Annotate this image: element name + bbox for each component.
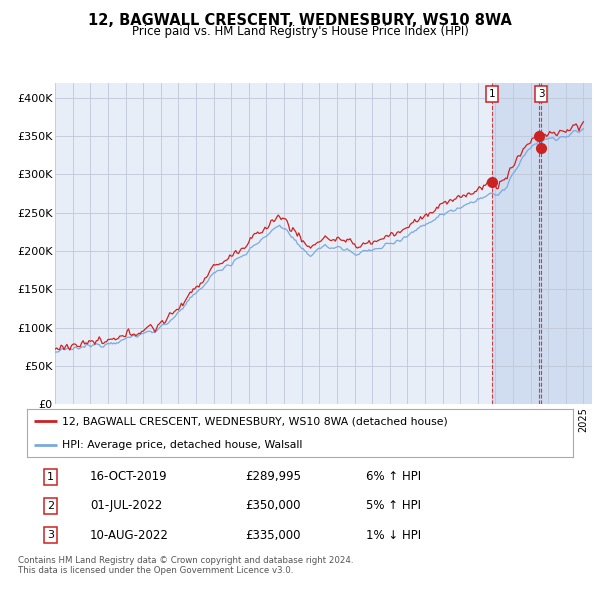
Text: 01-JUL-2022: 01-JUL-2022 bbox=[90, 499, 162, 513]
Bar bbox=[491, 83, 592, 404]
Text: £289,995: £289,995 bbox=[245, 470, 301, 483]
Text: HPI: Average price, detached house, Walsall: HPI: Average price, detached house, Wals… bbox=[62, 440, 303, 450]
Text: 12, BAGWALL CRESCENT, WEDNESBURY, WS10 8WA (detached house): 12, BAGWALL CRESCENT, WEDNESBURY, WS10 8… bbox=[62, 417, 448, 427]
Text: 3: 3 bbox=[47, 530, 54, 540]
Text: 1: 1 bbox=[488, 89, 495, 99]
Text: 1: 1 bbox=[47, 471, 54, 481]
Text: £335,000: £335,000 bbox=[245, 529, 301, 542]
Text: 2: 2 bbox=[47, 501, 54, 511]
Text: 3: 3 bbox=[538, 89, 545, 99]
Text: 5% ↑ HPI: 5% ↑ HPI bbox=[365, 499, 421, 513]
Text: Price paid vs. HM Land Registry's House Price Index (HPI): Price paid vs. HM Land Registry's House … bbox=[131, 25, 469, 38]
Text: This data is licensed under the Open Government Licence v3.0.: This data is licensed under the Open Gov… bbox=[18, 566, 293, 575]
Text: Contains HM Land Registry data © Crown copyright and database right 2024.: Contains HM Land Registry data © Crown c… bbox=[18, 556, 353, 565]
Text: 16-OCT-2019: 16-OCT-2019 bbox=[90, 470, 167, 483]
Text: £350,000: £350,000 bbox=[245, 499, 301, 513]
Text: 10-AUG-2022: 10-AUG-2022 bbox=[90, 529, 169, 542]
Text: 1% ↓ HPI: 1% ↓ HPI bbox=[365, 529, 421, 542]
Text: 6% ↑ HPI: 6% ↑ HPI bbox=[365, 470, 421, 483]
Text: 12, BAGWALL CRESCENT, WEDNESBURY, WS10 8WA: 12, BAGWALL CRESCENT, WEDNESBURY, WS10 8… bbox=[88, 13, 512, 28]
